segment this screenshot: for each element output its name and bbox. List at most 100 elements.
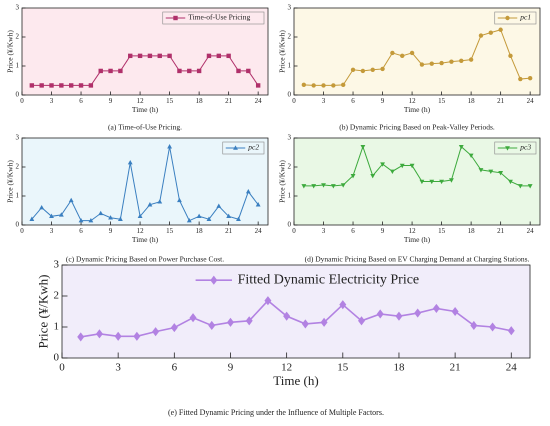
data-point xyxy=(216,53,221,59)
data-point xyxy=(527,75,533,81)
data-point xyxy=(432,303,440,313)
data-point xyxy=(395,311,403,321)
y-tick-label: 2 xyxy=(54,290,60,302)
data-point xyxy=(128,53,133,59)
data-point xyxy=(187,68,192,74)
x-axis-label: Time (h) xyxy=(132,105,159,114)
data-point xyxy=(301,319,309,329)
data-point xyxy=(208,320,216,330)
data-point xyxy=(320,317,328,327)
data-point xyxy=(380,66,385,72)
caption: (d) Dynamic Pricing Based on EV Charging… xyxy=(305,255,530,264)
data-point xyxy=(419,179,425,185)
data-point xyxy=(49,83,54,88)
data-point xyxy=(449,59,454,64)
data-point xyxy=(340,183,346,188)
data-point xyxy=(508,53,513,59)
x-tick-label: 6 xyxy=(79,227,83,235)
x-tick-label: 24 xyxy=(506,361,518,373)
data-point xyxy=(439,179,445,185)
data-point xyxy=(439,60,444,66)
data-point xyxy=(350,67,356,72)
y-axis-label: Price (¥/Kwh) xyxy=(278,30,287,73)
legend-label: Time-of-Use Pricing xyxy=(188,13,250,22)
legend-marker xyxy=(505,15,510,21)
x-tick-label: 9 xyxy=(381,227,385,235)
y-tick-label: 1 xyxy=(288,62,292,70)
data-point xyxy=(108,68,113,74)
data-point xyxy=(321,183,326,188)
y-axis-label: Price (¥/Kwh) xyxy=(6,160,15,203)
data-point xyxy=(468,153,474,159)
data-point xyxy=(339,300,347,310)
x-tick-label: 18 xyxy=(468,97,476,105)
data-point xyxy=(508,179,513,185)
data-point xyxy=(68,197,74,203)
x-tick-label: 21 xyxy=(497,97,505,105)
data-point xyxy=(400,53,405,59)
caption: (a) Time-of-Use Pricing. xyxy=(108,123,182,132)
y-axis-label: Price (¥/Kwh) xyxy=(6,30,15,73)
x-tick-label: 9 xyxy=(381,97,385,105)
data-point xyxy=(360,144,366,150)
data-point xyxy=(152,327,160,337)
x-tick-label: 12 xyxy=(281,361,292,373)
legend-box xyxy=(190,269,470,292)
x-axis-label: Time (h) xyxy=(132,235,159,244)
data-point xyxy=(330,184,336,189)
legend-marker xyxy=(233,145,238,150)
data-point xyxy=(133,331,141,341)
data-point xyxy=(245,316,253,326)
x-tick-label: 21 xyxy=(497,227,505,235)
data-point xyxy=(389,169,395,174)
data-point xyxy=(127,160,133,165)
plot-frame xyxy=(293,7,541,96)
caption: (c) Dynamic Pricing Based on Power Purch… xyxy=(66,255,224,264)
y-tick-label: 3 xyxy=(288,134,292,142)
y-tick-label: 1 xyxy=(16,192,20,200)
data-point xyxy=(206,216,212,221)
data-point xyxy=(301,184,307,189)
legend-marker xyxy=(210,275,218,285)
data-point xyxy=(507,326,515,336)
x-tick-label: 15 xyxy=(438,227,446,235)
x-tick-label: 15 xyxy=(337,361,349,373)
x-tick-label: 24 xyxy=(527,227,535,235)
data-point xyxy=(311,184,317,189)
data-point xyxy=(98,210,104,216)
y-tick-label: 3 xyxy=(16,134,20,142)
data-point xyxy=(264,296,272,306)
data-point xyxy=(177,197,182,203)
data-point xyxy=(147,53,153,59)
x-tick-label: 0 xyxy=(20,97,24,105)
x-tick-label: 12 xyxy=(137,227,145,235)
legend-label: pc1 xyxy=(519,13,531,22)
data-point xyxy=(451,306,459,317)
data-point xyxy=(283,311,291,321)
y-axis-label: Price (¥/Kwh) xyxy=(278,160,287,203)
x-tick-label: 6 xyxy=(351,97,355,105)
data-point xyxy=(137,53,143,59)
data-point xyxy=(358,316,366,326)
y-tick-label: 0 xyxy=(288,221,292,229)
legend-label: pc2 xyxy=(247,143,259,152)
x-tick-label: 21 xyxy=(225,97,233,105)
x-tick-label: 24 xyxy=(527,97,535,105)
data-point xyxy=(196,213,202,219)
x-tick-label: 0 xyxy=(20,227,24,235)
x-tick-label: 15 xyxy=(166,227,174,235)
y-tick-label: 0 xyxy=(288,91,292,99)
data-point xyxy=(246,68,251,74)
data-point xyxy=(380,162,385,167)
legend-box xyxy=(162,11,265,25)
legend-label: pc3 xyxy=(519,143,531,152)
data-point xyxy=(311,83,316,88)
data-point xyxy=(409,163,415,169)
data-point xyxy=(226,317,234,327)
y-tick-label: 2 xyxy=(288,33,292,41)
data-point xyxy=(399,163,405,169)
data-point xyxy=(88,83,94,88)
data-point xyxy=(429,179,435,185)
data-point xyxy=(58,212,64,217)
y-tick-label: 2 xyxy=(16,33,20,41)
